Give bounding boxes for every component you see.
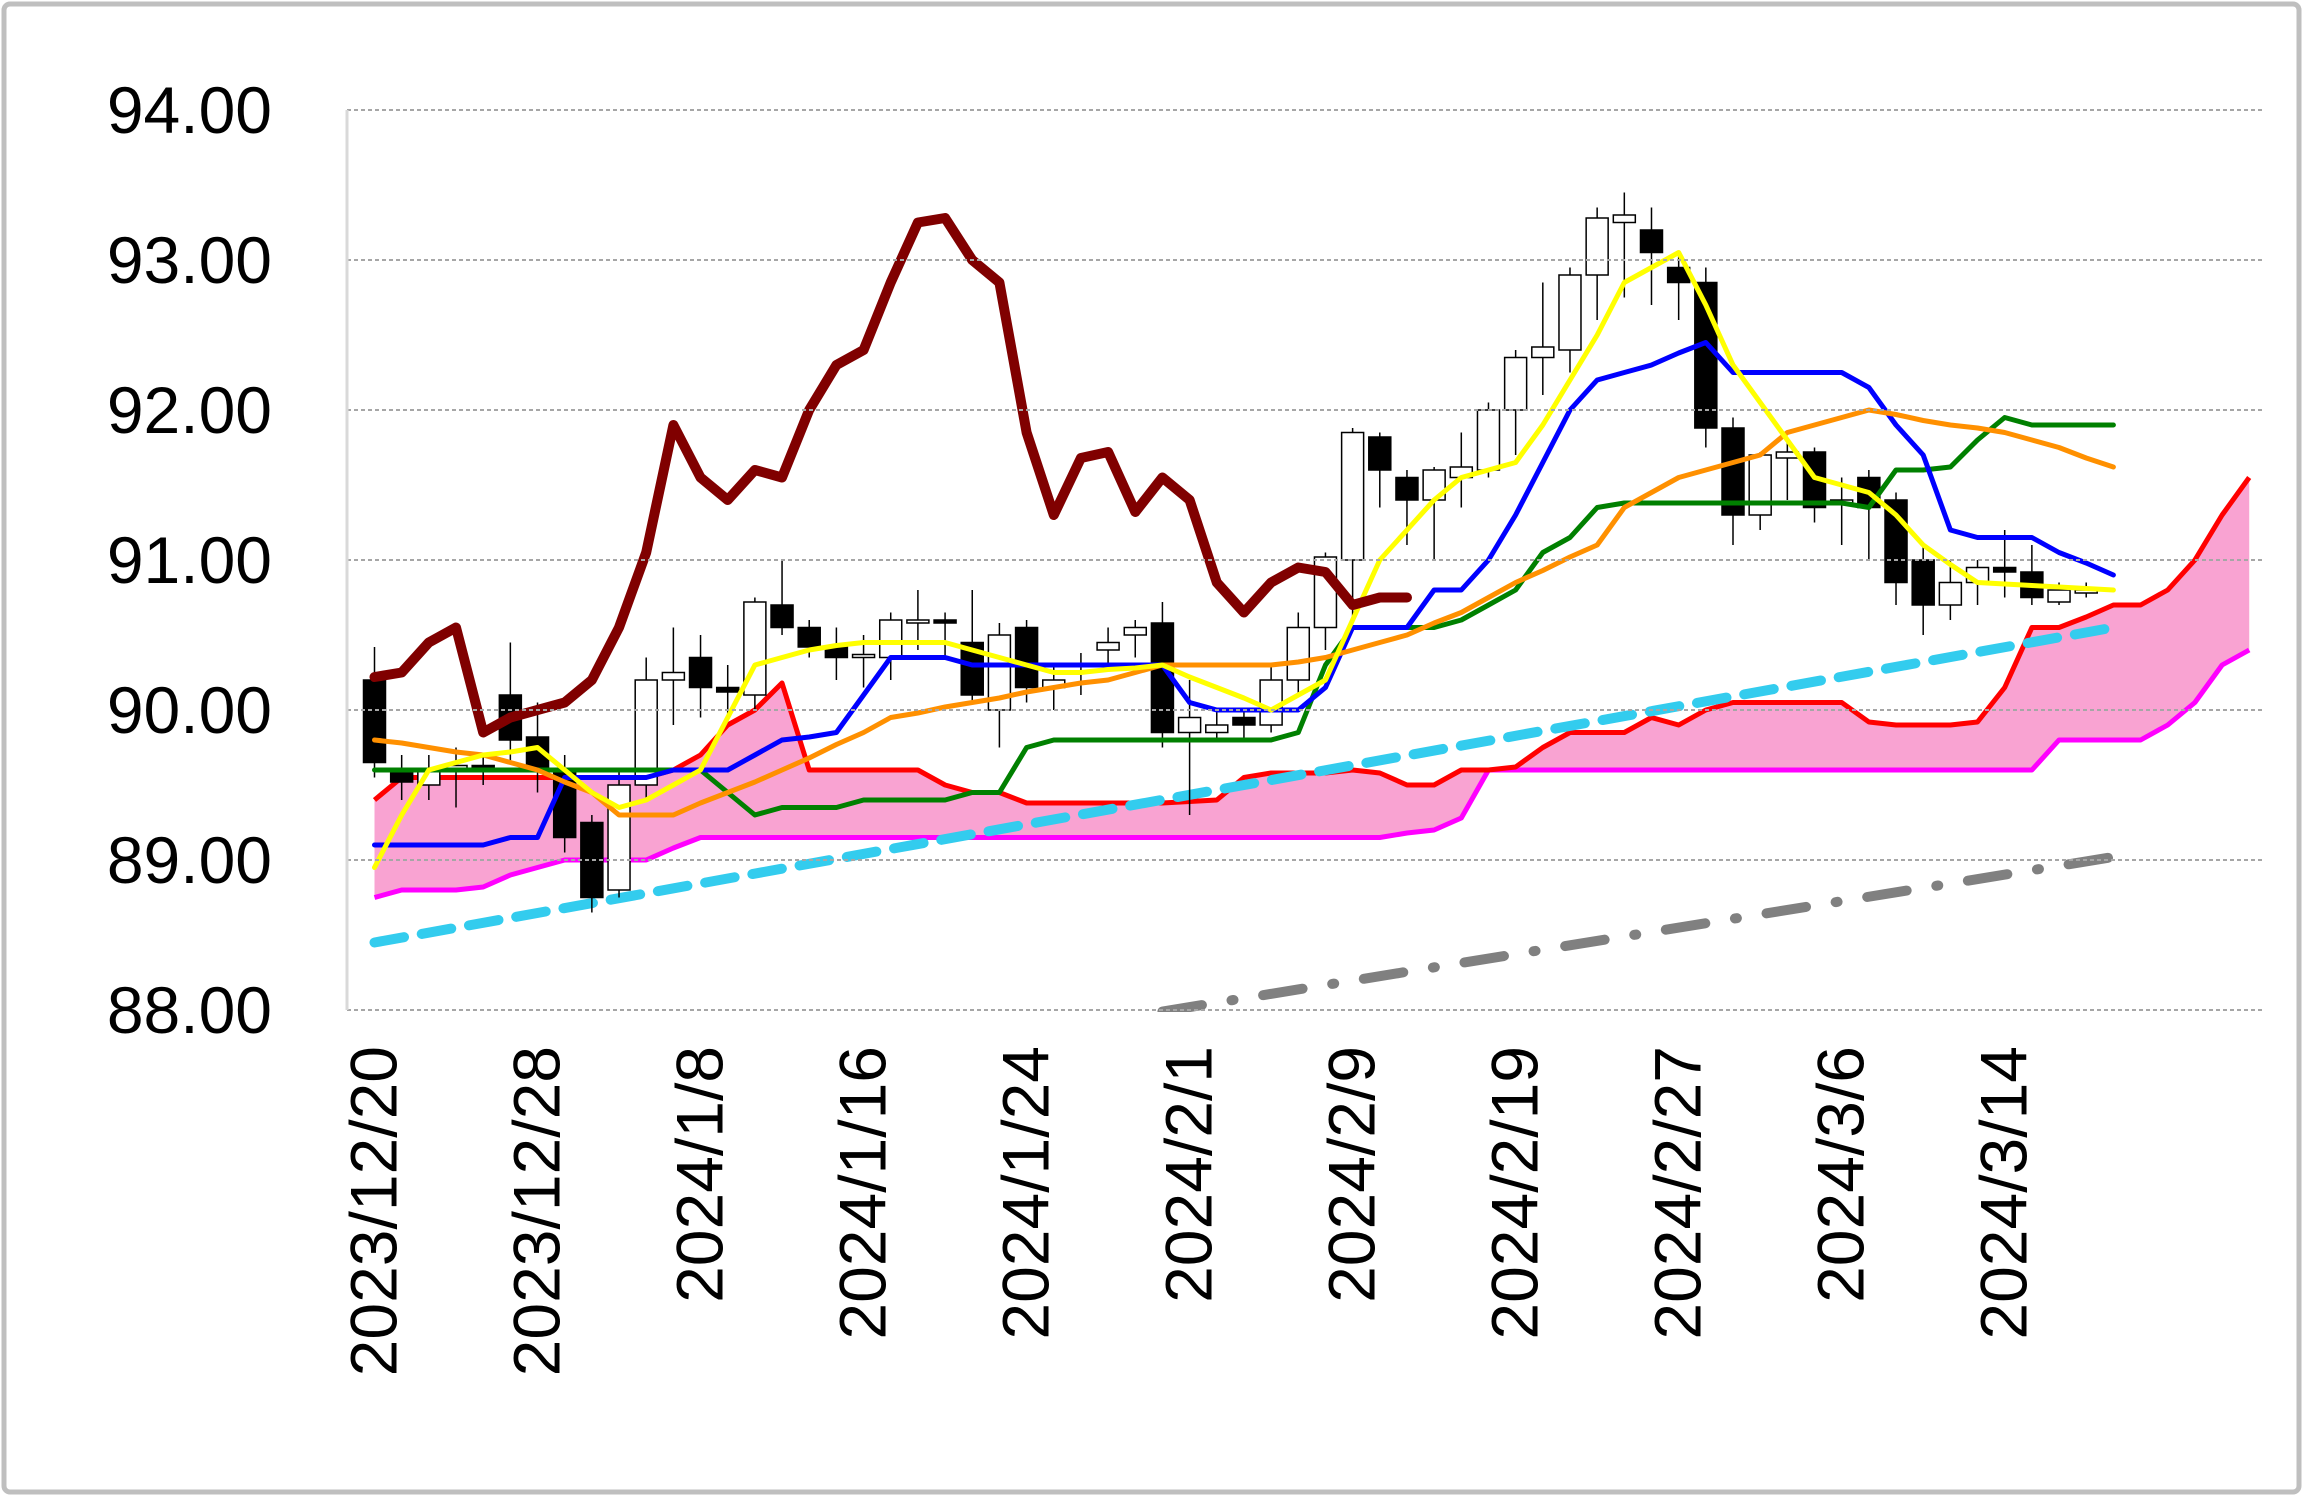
candle-body	[1585, 217, 1609, 276]
x-tick-label: 2024/3/6	[1804, 1046, 1878, 1303]
indicator-line	[372, 250, 2116, 870]
candle-body	[1748, 454, 1772, 516]
x-tick-label: 2023/12/28	[500, 1046, 574, 1376]
trend-line	[369, 622, 2119, 948]
indicator-line	[372, 407, 2116, 818]
candle-body	[1286, 626, 1311, 681]
candle-body	[1096, 641, 1120, 651]
candle-body	[933, 619, 957, 624]
x-tick-label: 2024/2/1	[1152, 1046, 1226, 1303]
candle-body	[1395, 476, 1419, 501]
candle-body	[851, 653, 876, 659]
y-tick-label: 92.00	[107, 373, 272, 447]
candle-body	[960, 641, 984, 696]
y-tick-label: 91.00	[107, 523, 272, 597]
candle-body	[1205, 724, 1229, 734]
candle-body	[2047, 589, 2071, 603]
x-tick-label: 2024/2/27	[1641, 1046, 1715, 1340]
x-tick-label: 2024/2/9	[1315, 1046, 1389, 1303]
y-tick-label: 93.00	[107, 223, 272, 297]
candle-body	[1558, 274, 1582, 351]
trend-line	[1157, 852, 2119, 1012]
candle-body	[1368, 436, 1392, 471]
candle-body	[1259, 679, 1283, 726]
x-tick-label: 2024/2/19	[1478, 1046, 1552, 1340]
cloud-line	[373, 647, 2251, 900]
candle-body	[1531, 346, 1555, 359]
y-tick-label: 88.00	[107, 973, 272, 1047]
candle-body	[634, 679, 658, 786]
cloud-area	[374, 477, 2250, 898]
candle-body	[1014, 626, 1039, 689]
candle-body	[688, 656, 713, 689]
candle-body	[770, 604, 794, 629]
x-tick-label: 2024/1/24	[989, 1046, 1063, 1340]
candle-body	[906, 619, 930, 624]
candle-body	[661, 671, 686, 681]
x-tick-label: 2023/12/20	[337, 1046, 411, 1376]
candle-body	[1177, 716, 1202, 734]
candle-body	[362, 679, 387, 764]
indicator-line	[369, 213, 1412, 738]
y-tick-label: 89.00	[107, 823, 272, 897]
candle-body	[797, 626, 821, 648]
plot-area	[362, 192, 2252, 1012]
candle-body	[715, 686, 740, 693]
candle-body	[1721, 427, 1745, 516]
x-tick-label: 2024/3/14	[1967, 1046, 2041, 1340]
y-tick-label: 94.00	[107, 73, 272, 147]
candle-body	[1911, 559, 1935, 606]
candle-body	[1992, 566, 2017, 573]
cloud-line	[372, 476, 2252, 806]
candle-body	[1123, 626, 1148, 636]
candle-body	[1639, 229, 1664, 254]
candle-body	[1612, 214, 1637, 224]
candle-body	[878, 619, 903, 659]
candle-body	[1340, 431, 1365, 561]
candle-body	[1938, 581, 1963, 606]
x-tick-label: 2024/1/8	[663, 1046, 737, 1303]
y-tick-label: 90.00	[107, 673, 272, 747]
candle-body	[1476, 409, 1501, 471]
candle-body	[1232, 716, 1256, 726]
candle-body	[1503, 356, 1528, 411]
x-tick-label: 2024/1/16	[826, 1046, 900, 1340]
